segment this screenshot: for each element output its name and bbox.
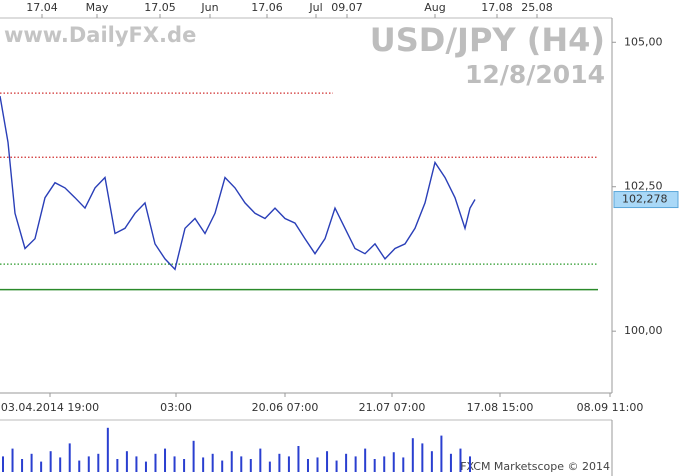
volume-bar [345, 453, 348, 472]
volume-bar [87, 456, 90, 472]
volume-bar [192, 440, 195, 472]
credit: FXCM Marketscope © 2014 [460, 460, 610, 473]
last-price-label: 102,278 [622, 193, 668, 206]
volume-bar [316, 457, 319, 472]
volume-bar [297, 446, 300, 472]
volume-bar [373, 459, 376, 472]
y-tick-label: 105,00 [624, 35, 663, 48]
volume-bar [383, 456, 386, 472]
top-tick-label: 25.08 [521, 1, 553, 14]
price-line [0, 95, 476, 271]
watermark: www.DailyFX.de [4, 23, 196, 47]
volume-bar [230, 451, 233, 472]
volume-bar [154, 453, 157, 472]
volume-bar [144, 461, 147, 472]
x-tick-label: 03:00 [160, 401, 192, 414]
volume-bar [211, 453, 214, 472]
volume-bar [78, 460, 81, 472]
top-tick-label: Jul [308, 1, 322, 14]
volume-bar [354, 456, 357, 472]
volume-bar [287, 456, 290, 472]
volume-bar [164, 448, 167, 472]
x-tick-label: 03.04.2014 19:00 [1, 401, 99, 414]
volume-bar [125, 451, 128, 472]
volume-bar [364, 448, 367, 472]
volume-bar [202, 457, 205, 472]
x-tick-label: 17.08 15:00 [467, 401, 534, 414]
volume-bar [268, 461, 271, 472]
chart-subtitle: 12/8/2014 [465, 60, 605, 89]
top-tick-label: 17.06 [251, 1, 283, 14]
last-price-box [613, 191, 679, 209]
volume-bar [440, 435, 443, 472]
volume-bar [335, 460, 338, 472]
y-tick-label: 102,50 [624, 180, 663, 193]
volume-bar [449, 453, 452, 472]
volume-bar [40, 461, 43, 472]
top-tick-label: 17.08 [481, 1, 513, 14]
top-tick-label: 17.05 [144, 1, 176, 14]
volume-bar [2, 456, 4, 472]
volume-bar [21, 459, 24, 472]
volume-bar [278, 453, 281, 472]
volume-bar [68, 443, 71, 472]
volume-bar [97, 453, 100, 472]
top-tick-label: 09.07 [331, 1, 363, 14]
volume-bar [469, 456, 471, 472]
x-tick-label: 08.09 11:00 [577, 401, 644, 414]
volume-bar [411, 438, 414, 472]
volume-bar [116, 459, 119, 472]
chart-title: USD/JPY (H4) [370, 21, 605, 59]
volume-bar [30, 453, 33, 472]
volume-bar [173, 456, 176, 472]
volume-bar [430, 451, 433, 472]
volume-bar [259, 448, 262, 472]
volume-bar [59, 457, 62, 472]
volume-bar [183, 459, 186, 472]
top-tick-label: 17.04 [26, 1, 58, 14]
volume-bar [240, 456, 243, 472]
volume-bar [135, 456, 138, 472]
x-tick-label: 21.07 07:00 [359, 401, 426, 414]
volume-bar [421, 443, 424, 472]
volume-bar [392, 452, 395, 472]
x-tick-label: 20.06 07:00 [252, 401, 319, 414]
top-tick-label: Aug [424, 1, 445, 14]
y-tick-label: 100,00 [624, 324, 663, 337]
volume-bar [106, 427, 109, 472]
volume-bar [306, 459, 309, 472]
volume-bar [326, 451, 329, 472]
top-tick-label: Jun [200, 1, 218, 14]
volume-bar [249, 459, 252, 472]
volume-bar [459, 448, 462, 472]
volume-bar [221, 460, 224, 472]
volume-bar [49, 451, 52, 472]
volume-bar [402, 457, 405, 472]
volume-bar [11, 448, 14, 472]
top-tick-label: May [86, 1, 109, 14]
